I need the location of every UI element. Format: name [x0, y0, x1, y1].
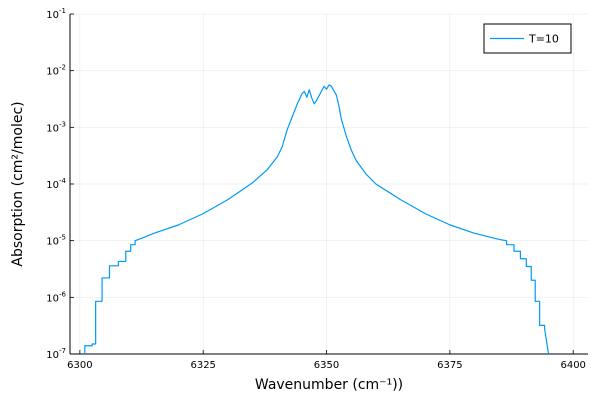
- x-axis-title: Wavenumber (cm⁻¹)): [255, 377, 403, 393]
- x-tick-label: 6300: [67, 360, 92, 371]
- series-line-0: [84, 84, 550, 354]
- x-tick-label: 6325: [190, 360, 215, 371]
- y-tick-label: 10-2: [46, 64, 66, 78]
- legend-label-t10: T=10: [528, 33, 559, 46]
- y-tick-label: 10-4: [46, 177, 66, 191]
- series-lines: [84, 84, 550, 354]
- grid-lines: [70, 13, 588, 355]
- x-ticks: 6300 6325 6350 6375 6400: [67, 350, 586, 371]
- legend: T=10: [483, 23, 572, 54]
- y-axis-title: Absorption (cm²/molec): [10, 101, 26, 266]
- y-tick-label: 10-1: [46, 7, 66, 21]
- y-tick-label: 10-7: [46, 347, 66, 361]
- x-tick-label: 6350: [314, 360, 339, 371]
- y-tick-label: 10-6: [46, 290, 66, 304]
- x-tick-label: 6375: [437, 360, 462, 371]
- y-ticks: 10-7 10-6 10-5 10-4 10-3 10-2 10-1: [46, 7, 74, 361]
- plot-background: [70, 14, 588, 354]
- y-tick-label: 10-5: [46, 234, 66, 248]
- y-tick-label: 10-3: [46, 120, 66, 134]
- x-tick-label: 6400: [560, 360, 585, 371]
